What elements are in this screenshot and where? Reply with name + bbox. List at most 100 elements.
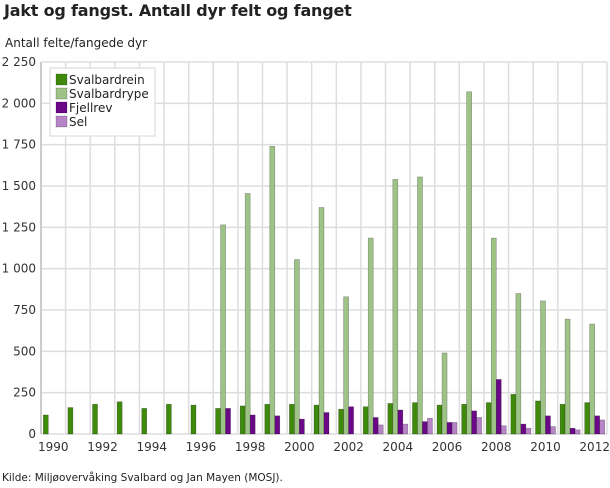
bar-svalbardrein-1995 [166, 403, 172, 435]
bar-sel-2005 [427, 417, 433, 435]
legend-label-svalbardrype: Svalbardrype [69, 87, 149, 101]
bar-svalbardrein-2012 [584, 402, 590, 435]
x-tick-label: 2008 [481, 440, 512, 454]
x-axis-ticks: 1990 1992 1994 1996 1998 2000 2002 2004 2006 2008… [38, 440, 610, 454]
gridlines [40, 61, 608, 435]
legend-box [49, 67, 156, 137]
x-tick-label: 2012 [579, 440, 610, 454]
bar-sel-2008 [500, 425, 507, 435]
bar-fjellrev-2009 [520, 423, 527, 435]
bar-fjellrev-2012 [594, 415, 600, 435]
bar-svalbardrein-1994 [141, 408, 148, 435]
bar-svalbardrein-2006 [436, 404, 443, 435]
bar-svalbardrype-2005 [417, 176, 423, 435]
bar-sel-2009 [525, 427, 532, 435]
y-axis-ticks: 0 250 500 750 1 000 1 250 1 500 1 750 2 000 2 250 [2, 55, 36, 441]
bar-fjellrev-2003 [372, 417, 379, 435]
bar-fjellrev-1998 [249, 414, 256, 435]
x-tick-label: 2000 [284, 440, 315, 454]
bar-sel-2007 [476, 417, 482, 435]
bar-fjellrev-2005 [422, 421, 428, 435]
y-axis-label: Antall felte/fangede dyr [5, 36, 148, 50]
bar-sel-2004 [402, 423, 409, 435]
legend-label-fjellrev: Fjellrev [69, 101, 112, 115]
bar-svalbardrype-2009 [515, 293, 522, 435]
bar-svalbardrein-2011 [559, 403, 566, 435]
bar-fjellrev-1999 [274, 415, 281, 435]
bar-svalbardrein-2009 [510, 394, 517, 435]
bar-svalbardrein-1993 [116, 401, 123, 435]
legend-swatch-svalbardrype [55, 87, 68, 100]
bar-svalbardrein-2007 [461, 403, 467, 435]
x-tick-label: 1998 [235, 440, 266, 454]
x-tick-label: 2002 [333, 440, 364, 454]
y-tick-label: 1 500 [2, 179, 36, 193]
y-tick-label: 2 250 [2, 55, 36, 69]
x-tick-label: 2006 [432, 440, 463, 454]
bar-svalbardrein-2002 [338, 408, 344, 435]
bar-svalbardrein-2005 [412, 402, 418, 435]
legend-swatch-fjellrev [55, 101, 68, 114]
source-note: Kilde: Miljøovervåking Svalbard og Jan M… [2, 472, 283, 484]
bar-svalbardrein-1999 [264, 403, 271, 435]
bar-svalbardrein-1996 [190, 404, 197, 435]
bar-fjellrev-2000 [299, 418, 305, 435]
chart-title: Jakt og fangst. Antall dyr felt og fange… [4, 1, 352, 20]
bar-svalbardrein-1992 [92, 403, 98, 435]
bar-svalbardrein-2010 [535, 400, 541, 435]
bar-fjellrev-2008 [495, 379, 502, 435]
bar-svalbardrein-1998 [239, 405, 246, 435]
bar-svalbardrype-2007 [466, 91, 472, 435]
bar-sel-2012 [599, 419, 605, 435]
bar-svalbardrype-2011 [564, 318, 571, 435]
bar-svalbardrype-2008 [490, 237, 497, 435]
bar-fjellrev-2010 [545, 415, 551, 435]
y-tick-label: 500 [13, 344, 36, 358]
bar-svalbardrype-1999 [269, 146, 276, 435]
bar-svalbardrype-1998 [244, 193, 251, 435]
bar-sel-2010 [550, 426, 556, 435]
bar-svalbardrein-1991 [67, 407, 74, 435]
legend-swatch-sel [55, 115, 68, 128]
bar-svalbardrype-2010 [540, 300, 546, 435]
bar-fjellrev-2001 [323, 412, 330, 435]
x-tick-label: 1994 [136, 440, 167, 454]
bar-svalbardrein-1990 [43, 414, 49, 435]
y-tick-label: 2 000 [2, 96, 36, 110]
bar-svalbardrype-2006 [441, 352, 448, 435]
bar-fjellrev-2006 [446, 422, 453, 435]
y-tick-label: 1 250 [2, 220, 36, 234]
y-tick-label: 250 [13, 386, 36, 400]
bar-svalbardrein-2004 [387, 403, 394, 435]
bar-svalbardrype-2001 [318, 207, 325, 435]
bar-svalbardrein-2008 [485, 402, 492, 435]
y-tick-label: 1 750 [2, 138, 36, 152]
bar-svalbardrype-2002 [343, 296, 349, 435]
bar-svalbardrype-1997 [220, 224, 226, 435]
bar-sel-2011 [574, 429, 581, 435]
bar-sel-2003 [377, 424, 384, 435]
bar-fjellrev-2004 [397, 409, 404, 435]
x-tick-label: 1992 [87, 440, 118, 454]
bar-svalbardrein-2000 [289, 403, 295, 435]
bar-svalbardrype-2003 [367, 237, 374, 435]
bar-fjellrev-2002 [348, 406, 354, 435]
bar-fjellrev-2011 [569, 427, 576, 435]
bar-svalbardrype-2004 [392, 179, 399, 435]
y-tick-label: 0 [28, 427, 36, 441]
bar-sel-2006 [451, 422, 458, 435]
x-tick-label: 1990 [38, 440, 69, 454]
bar-svalbardrein-1997 [215, 408, 221, 435]
bar-svalbardrein-2001 [313, 404, 320, 435]
x-tick-label: 2010 [530, 440, 561, 454]
bar-svalbardrein-2003 [362, 406, 369, 435]
bar-fjellrev-2007 [471, 410, 477, 435]
legend-label-sel: Sel [69, 115, 87, 129]
x-tick-label: 1996 [186, 440, 217, 454]
bar-svalbardrype-2012 [589, 323, 595, 435]
bars [43, 91, 605, 435]
bar-svalbardrype-2000 [294, 259, 300, 435]
y-tick-label: 750 [13, 303, 36, 317]
